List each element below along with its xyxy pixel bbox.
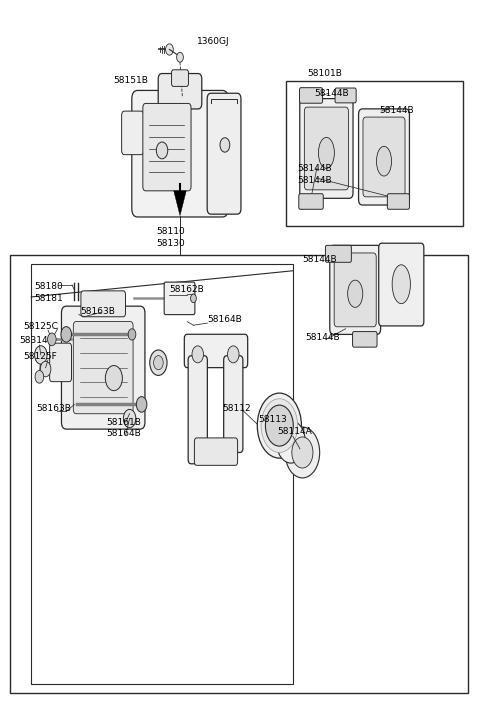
Circle shape	[156, 142, 168, 159]
FancyBboxPatch shape	[300, 98, 353, 198]
Text: 58144B: 58144B	[379, 107, 414, 115]
Text: 58125F: 58125F	[23, 352, 57, 361]
Circle shape	[166, 44, 173, 55]
Circle shape	[35, 370, 44, 383]
Text: 58125C: 58125C	[23, 322, 58, 331]
Circle shape	[150, 350, 167, 375]
Text: 58110: 58110	[156, 228, 185, 236]
Text: 58181: 58181	[35, 294, 63, 303]
Circle shape	[61, 327, 72, 342]
FancyBboxPatch shape	[158, 74, 202, 109]
Circle shape	[257, 393, 301, 458]
FancyBboxPatch shape	[194, 438, 238, 465]
Circle shape	[261, 399, 298, 452]
Circle shape	[228, 346, 239, 363]
Circle shape	[285, 427, 320, 478]
FancyBboxPatch shape	[73, 322, 133, 414]
FancyBboxPatch shape	[81, 291, 125, 317]
Text: 58144B: 58144B	[298, 176, 332, 185]
Polygon shape	[174, 191, 186, 216]
FancyBboxPatch shape	[61, 306, 145, 429]
Circle shape	[276, 421, 305, 463]
FancyBboxPatch shape	[224, 356, 243, 452]
Text: 58163B: 58163B	[36, 404, 71, 413]
Text: 58101B: 58101B	[307, 69, 342, 78]
Text: 58314: 58314	[19, 337, 48, 345]
Text: 58162B: 58162B	[169, 286, 204, 294]
FancyBboxPatch shape	[300, 88, 323, 103]
Circle shape	[191, 294, 196, 303]
FancyBboxPatch shape	[359, 109, 409, 205]
Circle shape	[35, 346, 47, 364]
Text: 58130: 58130	[156, 239, 185, 247]
Circle shape	[48, 333, 56, 346]
FancyBboxPatch shape	[121, 111, 144, 155]
Text: 58164B: 58164B	[107, 429, 141, 438]
FancyBboxPatch shape	[171, 70, 189, 86]
FancyBboxPatch shape	[352, 332, 377, 347]
FancyBboxPatch shape	[207, 93, 241, 214]
Circle shape	[292, 437, 313, 468]
Circle shape	[40, 361, 51, 377]
Circle shape	[154, 356, 163, 370]
Circle shape	[136, 397, 147, 412]
Ellipse shape	[348, 280, 363, 308]
FancyBboxPatch shape	[334, 253, 376, 327]
Text: 58164B: 58164B	[207, 315, 242, 324]
Text: 58144B: 58144B	[298, 164, 332, 173]
FancyBboxPatch shape	[143, 103, 191, 191]
Text: 58112: 58112	[222, 404, 251, 413]
Text: 58114A: 58114A	[277, 427, 312, 436]
Ellipse shape	[318, 137, 335, 168]
FancyBboxPatch shape	[325, 245, 351, 262]
Text: 58180: 58180	[35, 282, 63, 291]
FancyBboxPatch shape	[335, 88, 356, 103]
Bar	[10, 255, 468, 693]
Circle shape	[123, 409, 136, 428]
FancyBboxPatch shape	[387, 194, 409, 209]
FancyBboxPatch shape	[184, 334, 248, 368]
Circle shape	[105, 366, 122, 391]
FancyBboxPatch shape	[363, 117, 405, 197]
Bar	[31, 264, 293, 684]
Text: 58163B: 58163B	[81, 307, 116, 315]
FancyBboxPatch shape	[49, 343, 72, 382]
Text: 1360GJ: 1360GJ	[197, 37, 229, 45]
FancyBboxPatch shape	[299, 194, 324, 209]
Ellipse shape	[392, 264, 410, 304]
Ellipse shape	[376, 146, 392, 176]
Text: 58161B: 58161B	[107, 418, 142, 426]
Circle shape	[192, 346, 204, 363]
FancyBboxPatch shape	[330, 245, 381, 334]
FancyBboxPatch shape	[132, 90, 228, 217]
Circle shape	[220, 138, 230, 152]
Text: 58144B: 58144B	[302, 255, 337, 264]
Text: 58113: 58113	[258, 415, 287, 423]
Circle shape	[177, 52, 183, 62]
FancyBboxPatch shape	[304, 107, 348, 189]
Circle shape	[265, 405, 293, 446]
FancyBboxPatch shape	[188, 356, 207, 464]
Text: 58144B: 58144B	[305, 334, 339, 342]
Bar	[286, 81, 463, 226]
Circle shape	[128, 329, 136, 340]
FancyBboxPatch shape	[164, 282, 195, 315]
Text: 58144B: 58144B	[314, 89, 349, 98]
FancyBboxPatch shape	[379, 243, 424, 326]
Text: 58151B: 58151B	[113, 76, 148, 85]
